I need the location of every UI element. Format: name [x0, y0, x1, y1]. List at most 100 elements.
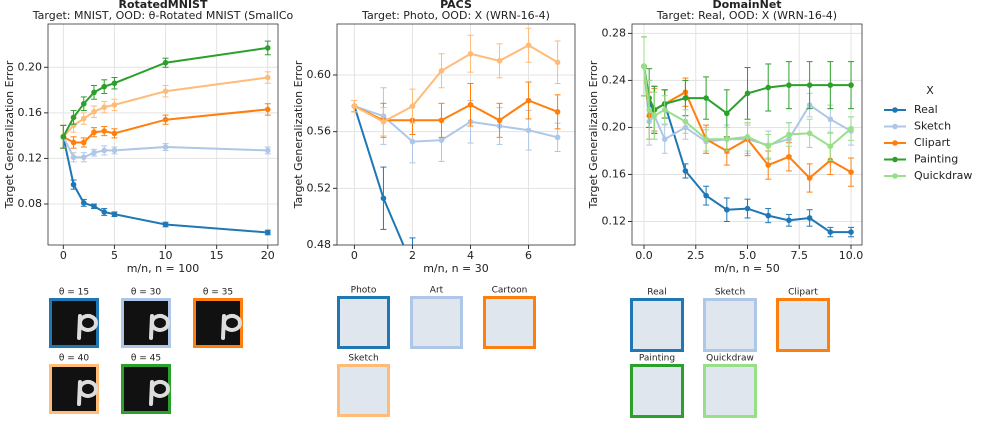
- marker: [264, 106, 271, 113]
- plot-frame: [47, 23, 279, 246]
- x-tick-label: 15: [210, 249, 224, 262]
- marker: [827, 82, 834, 88]
- marker: [264, 74, 271, 81]
- digit-glyph: [221, 314, 242, 340]
- thumbnail: [410, 296, 463, 349]
- thumbnail: [776, 298, 830, 352]
- thumbnail-caption: Art: [430, 286, 444, 296]
- marker: [91, 129, 97, 136]
- legend-label: Painting: [914, 153, 958, 166]
- legend-label: Quickdraw: [914, 169, 972, 182]
- y-tick-label: 0.48: [307, 238, 332, 251]
- marker: [806, 82, 813, 88]
- marker: [744, 134, 751, 140]
- marker: [703, 136, 709, 143]
- marker: [848, 169, 854, 175]
- marker: [827, 229, 834, 235]
- y-axis-label: Target Generalization Error: [587, 60, 600, 209]
- marker: [848, 229, 854, 235]
- marker: [70, 181, 77, 188]
- marker: [765, 212, 772, 219]
- marker: [467, 50, 474, 57]
- y-tick-label: 0.56: [307, 125, 332, 138]
- series-line: [62, 136, 268, 234]
- legend-marker: [892, 123, 898, 130]
- digit-glyph: [77, 314, 98, 340]
- x-tick-label: 10.0: [839, 249, 864, 262]
- marker: [101, 147, 108, 154]
- x-tick-label: 5: [111, 249, 118, 262]
- marker: [70, 154, 77, 161]
- marker: [80, 100, 87, 107]
- marker: [827, 116, 834, 123]
- marker: [703, 192, 709, 199]
- y-tick-label: 0.08: [18, 197, 43, 210]
- marker: [848, 82, 854, 88]
- marker: [786, 82, 792, 88]
- marker: [162, 59, 169, 66]
- plot-frame: [631, 23, 863, 246]
- marker: [60, 133, 67, 140]
- thumbnail: [337, 364, 390, 417]
- thumbnail: [49, 364, 99, 414]
- marker: [848, 125, 854, 132]
- y-tick-label: 0.12: [602, 214, 627, 227]
- marker: [80, 115, 87, 122]
- chart-subtitle: Target: Photo, OOD: X (WRN-16-4): [361, 9, 550, 22]
- marker: [724, 110, 730, 117]
- thumbnail-caption: θ = 15: [59, 288, 89, 298]
- marker: [162, 144, 169, 150]
- marker: [525, 42, 532, 49]
- marker: [682, 168, 689, 174]
- plot-frame: [336, 23, 576, 246]
- thumbnail: [703, 298, 757, 352]
- thumbnail-caption: Painting: [639, 354, 675, 364]
- marker: [786, 131, 792, 138]
- thumbnail-caption: θ = 40: [59, 354, 89, 364]
- marker: [111, 102, 118, 108]
- x-tick-label: 0.0: [635, 249, 653, 262]
- thumbnail-caption: Photo: [351, 286, 377, 296]
- thumbnail-caption: Cartoon: [492, 286, 528, 296]
- chart-title: PACS: [440, 0, 472, 11]
- marker: [80, 139, 87, 146]
- thumbnail: [630, 364, 684, 418]
- marker: [410, 263, 416, 269]
- marker: [351, 103, 358, 109]
- marker: [438, 117, 445, 124]
- marker: [111, 130, 118, 137]
- digit-glyph: [77, 380, 98, 406]
- series-line: [62, 46, 268, 138]
- marker: [438, 137, 445, 143]
- legend-marker: [892, 140, 898, 146]
- marker: [744, 205, 751, 212]
- marker: [101, 83, 108, 90]
- marker: [765, 162, 772, 168]
- marker: [380, 118, 387, 125]
- marker: [101, 209, 108, 215]
- legend-marker: [892, 107, 898, 113]
- marker: [765, 84, 772, 91]
- marker: [554, 109, 561, 115]
- thumbnail-caption: Quickdraw: [706, 354, 754, 364]
- thumbnail: [630, 298, 684, 352]
- legend-label: Sketch: [914, 120, 951, 133]
- x-axis-label: m/n, n = 100: [127, 262, 200, 275]
- marker: [91, 89, 97, 96]
- thumbnail-caption: Sketch: [715, 288, 745, 298]
- x-tick-label: 4: [467, 249, 474, 262]
- marker: [264, 229, 271, 236]
- marker: [525, 127, 532, 134]
- marker: [162, 116, 169, 123]
- y-tick-label: 0.52: [307, 181, 332, 194]
- marker: [724, 136, 730, 143]
- x-tick-label: 20: [261, 249, 275, 262]
- marker: [496, 58, 503, 64]
- marker: [162, 221, 169, 228]
- thumbnail-caption: Clipart: [788, 288, 818, 298]
- marker: [703, 95, 709, 101]
- marker: [827, 143, 834, 150]
